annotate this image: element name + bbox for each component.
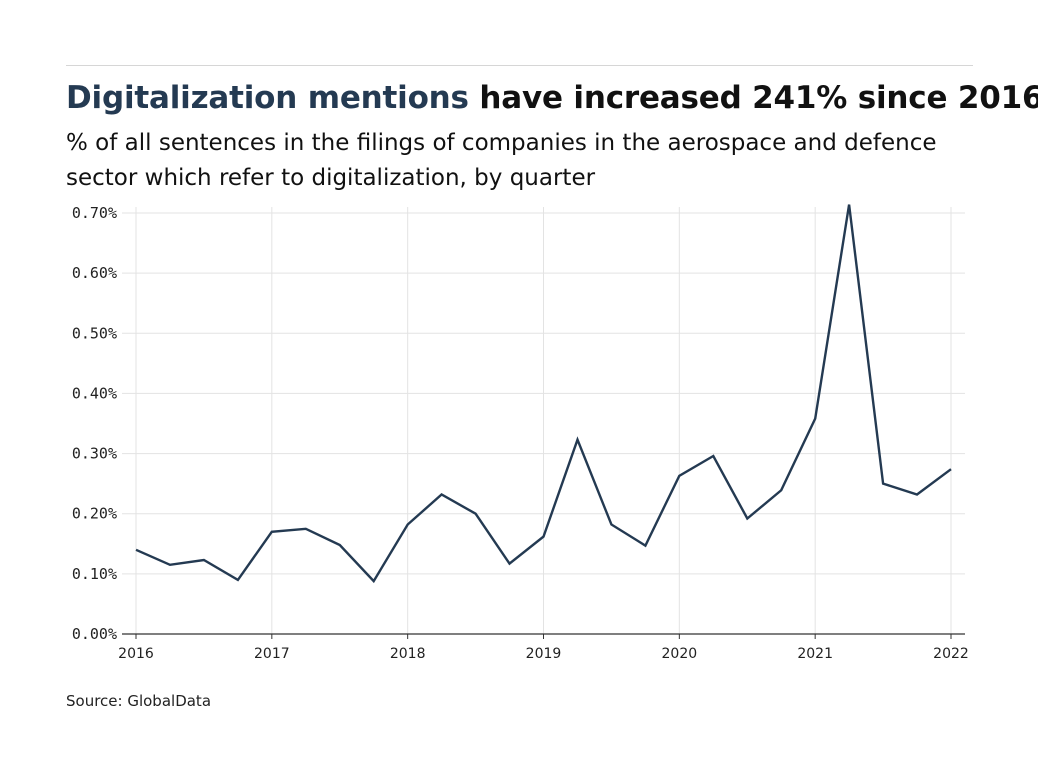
x-tick-label: 2018 [390, 646, 426, 662]
x-tick-label: 2020 [662, 646, 698, 662]
y-tick-label: 0.40% [72, 384, 117, 402]
x-tick-label: 2016 [118, 646, 154, 662]
chart-title-highlight: Digitalization mentions [66, 80, 469, 116]
series-layer [135, 204, 952, 584]
chart-title-rest: have increased 241% since 2016 [468, 80, 1038, 116]
y-tick-label: 0.70% [72, 204, 117, 222]
x-tick-label: 2017 [254, 646, 290, 662]
chart-subtitle: % of all sentences in the filings of com… [66, 130, 937, 191]
series-line [135, 204, 952, 584]
y-tick-label: 0.10% [72, 565, 117, 583]
y-tick-label: 0.60% [72, 264, 117, 282]
y-tick-label: 0.30% [72, 445, 117, 463]
y-tick-label: 0.50% [72, 324, 117, 342]
top-rule [66, 65, 973, 66]
y-tick-label: 0.20% [72, 505, 117, 523]
x-tick-label: 2022 [933, 646, 969, 662]
grid-layer [122, 207, 965, 634]
source-note: Source: GlobalData [66, 692, 212, 710]
y-tick-label: 0.00% [72, 625, 117, 643]
x-tick-label: 2019 [526, 646, 562, 662]
x-tick-label: 2021 [797, 646, 833, 662]
chart-title: Digitalization mentions have increased 2… [66, 80, 1038, 116]
axis-layer: 0.00% 0.10% 0.20% 0.30% 0.40% 0.50% 0.60% 0.70%… [72, 204, 969, 662]
